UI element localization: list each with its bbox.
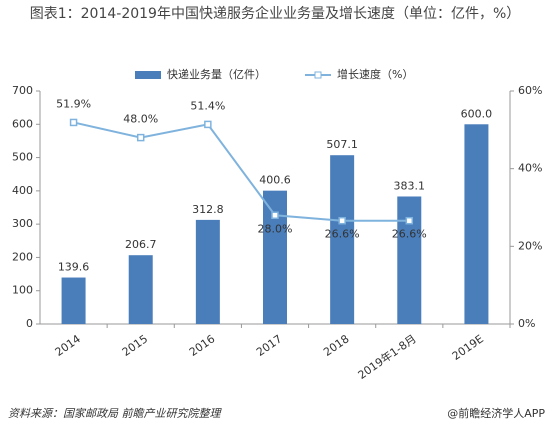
x-tick-label: 2016 [187, 332, 217, 359]
x-tick-label: 2014 [53, 332, 83, 359]
bar [397, 196, 422, 324]
y2-tick-label: 40% [518, 162, 542, 175]
line-marker [204, 120, 212, 129]
x-tick-label: 2017 [254, 332, 284, 359]
value-label: 26.6% [392, 228, 427, 241]
x-tick-label: 2015 [120, 332, 150, 359]
bar [330, 155, 355, 324]
bar [263, 190, 287, 324]
x-tick-label: 2019年1-8月 [355, 331, 419, 381]
bar [195, 219, 220, 324]
value-label: 139.6 [58, 261, 90, 274]
bar [61, 277, 86, 324]
value-label: 51.4% [190, 99, 225, 112]
legend-swatch [314, 71, 322, 79]
bar [128, 255, 153, 324]
x-tick-label: 2018 [321, 332, 351, 359]
y-tick-label: 600 [12, 117, 33, 130]
y-tick-label: 200 [12, 250, 33, 263]
line-marker [69, 118, 78, 127]
value-label: 507.1 [326, 138, 358, 151]
chart-title: 图表1：2014-2019年中国快递服务企业业务量及增长速度（单位：亿件，%） [29, 6, 521, 22]
value-label: 28.0% [258, 222, 293, 235]
value-label: 383.1 [394, 179, 426, 192]
value-label: 51.9% [56, 97, 91, 110]
line-marker [338, 216, 346, 225]
bar [464, 124, 489, 325]
value-label: 400.6 [259, 174, 291, 187]
source: 资料来源：国家邮政局 前瞻产业研究院整理 [8, 407, 222, 420]
x-tick-label: 2019E [450, 332, 486, 363]
line [73, 121, 410, 222]
value-label: 26.6% [325, 228, 360, 241]
line-marker [405, 216, 414, 225]
y-tick-label: 500 [12, 151, 33, 164]
y2-tick-label: 0% [518, 317, 535, 330]
y-tick-label: 300 [12, 217, 33, 230]
legend-swatch [135, 71, 161, 79]
y-tick-label: 100 [12, 284, 33, 297]
y2-tick-label: 20% [518, 239, 542, 252]
legend-label: 快递业务量（亿件） [167, 67, 266, 81]
y-tick-label: 400 [12, 184, 33, 197]
watermark: @前瞻经济学人APP [447, 406, 545, 420]
y2-tick-label: 60% [518, 84, 542, 97]
y-tick-label: 0 [26, 317, 33, 330]
line-marker [271, 211, 279, 220]
line-marker [136, 133, 145, 142]
value-label: 600.0 [461, 107, 493, 120]
value-label: 206.7 [125, 238, 157, 251]
value-label: 48.0% [123, 113, 158, 126]
y-tick-label: 700 [12, 84, 33, 97]
legend-label: 增长速度（%） [337, 67, 413, 81]
value-label: 312.8 [192, 203, 224, 216]
